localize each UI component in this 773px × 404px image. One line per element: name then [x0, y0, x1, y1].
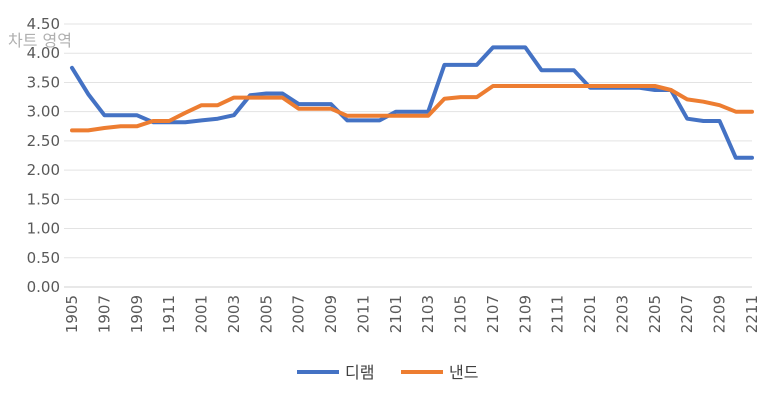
x-tick-label: 2209 [711, 295, 729, 333]
x-tick-label: 2007 [290, 295, 308, 333]
x-tick-label: 2003 [225, 295, 243, 333]
legend-label: 디램 [345, 363, 374, 382]
y-tick-label: 2.00 [27, 161, 60, 179]
legend-label: 낸드 [449, 363, 478, 382]
y-tick-label: 1.50 [27, 190, 60, 208]
x-tick-label: 1911 [160, 295, 178, 333]
x-tick-label: 2011 [354, 295, 372, 333]
x-tick-label: 2105 [452, 295, 470, 333]
y-axis-ticks: 0.00 0.50 1.00 1.50 2.00 2.50 3.00 3.50 4.00 4.50 [27, 15, 60, 296]
x-tick-label: 2211 [743, 295, 761, 333]
x-tick-label: 2005 [257, 295, 275, 333]
x-tick-label: 2001 [193, 295, 211, 333]
y-tick-label: 4.50 [27, 15, 60, 33]
series-lines [70, 45, 754, 160]
y-tick-label: 1.00 [27, 220, 60, 238]
y-tick-label: 3.00 [27, 103, 60, 121]
x-tick-label: 2103 [419, 295, 437, 333]
x-tick-label: 2203 [613, 295, 631, 333]
chart-area-label: 차트 영역 [8, 31, 72, 50]
y-tick-label: 2.50 [27, 132, 60, 150]
x-tick-label: 2101 [387, 295, 405, 333]
x-tick-label: 2207 [678, 295, 696, 333]
y-tick-label: 4.00 [27, 44, 60, 62]
gridlines [64, 23, 752, 288]
x-tick-label: 2009 [322, 295, 340, 333]
x-tick-label: 2111 [549, 295, 567, 333]
x-tick-label: 2205 [646, 295, 664, 333]
x-tick-label: 2201 [581, 295, 599, 333]
x-axis-ticks: 1905 1907 1909 1911 2001 2003 2005 2007 2009 2011… [63, 295, 761, 333]
x-tick-label: 2107 [484, 295, 502, 333]
legend: 디램 낸드 [297, 363, 478, 382]
y-tick-label: 0.50 [27, 249, 60, 267]
x-tick-label: 1909 [128, 295, 146, 333]
y-tick-label: 3.50 [27, 73, 60, 91]
x-tick-label: 1907 [95, 295, 113, 333]
series-line-낸드 [70, 84, 754, 133]
x-tick-label: 1905 [63, 295, 81, 333]
y-tick-label: 0.00 [27, 278, 60, 296]
x-tick-label: 2109 [516, 295, 534, 333]
